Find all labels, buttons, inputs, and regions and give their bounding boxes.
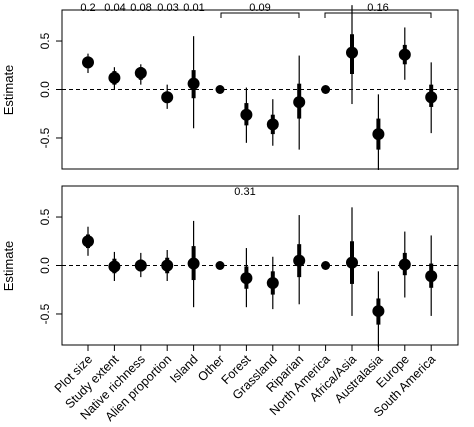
point-estimate	[321, 85, 331, 94]
bottom-y-tick-label: 0.0	[38, 257, 52, 274]
top-estimate-grassland	[266, 99, 279, 146]
category-label-island: Island	[167, 352, 201, 386]
point-estimate	[266, 118, 279, 131]
bottom-y-tick-label: 0.5	[38, 208, 52, 225]
point-estimate	[346, 46, 358, 59]
point-estimate	[215, 261, 225, 270]
bottom-estimate-study-extent	[108, 251, 121, 282]
bottom-estimate-grassland	[266, 256, 279, 310]
bottom-y-axis-title: Estimate	[1, 241, 16, 292]
annotation-study-extent: 0.04	[104, 2, 125, 14]
point-estimate	[82, 235, 94, 248]
bottom-plot-frame	[61, 185, 459, 346]
point-estimate	[187, 77, 200, 90]
point-estimate	[161, 91, 174, 104]
bottom-estimate-plot-size	[82, 226, 94, 256]
annotation-region-group: 0.16	[367, 2, 388, 14]
point-estimate	[398, 258, 411, 271]
point-estimate	[187, 257, 200, 270]
bottom-estimate-australasia	[372, 271, 385, 347]
point-estimate	[372, 305, 385, 318]
point-estimate	[215, 85, 225, 94]
bottom-estimate-forest	[240, 248, 253, 308]
point-estimate	[425, 91, 438, 104]
bottom-estimate-riparian	[293, 215, 306, 305]
top-plot-frame	[61, 9, 459, 170]
top-estimate-native-richness	[134, 64, 147, 85]
point-estimate	[82, 56, 94, 69]
annotation-habitat-group: 0.09	[249, 2, 270, 14]
point-estimate	[240, 108, 253, 121]
bottom-estimate-alien-proportion	[161, 249, 174, 282]
top-y-tick-label: 0.5	[38, 32, 52, 49]
bracket-habitat	[220, 12, 300, 18]
bottom-estimate-native-richness	[134, 252, 147, 278]
top-estimate-island	[187, 36, 200, 129]
bottom-estimate-north-america	[321, 261, 331, 270]
panel-top: -0.5 0.0 0.5 Estimate 0.2 0.04 0.08 0.03 0…	[1, 2, 459, 170]
top-estimate-study-extent	[108, 67, 121, 90]
bottom-estimate-africa-asia	[346, 207, 358, 316]
top-estimate-alien-proportion	[161, 84, 174, 109]
point-estimate	[108, 71, 121, 84]
point-estimate	[108, 260, 121, 273]
top-y-tick-label: 0.0	[38, 81, 52, 98]
top-estimate-other	[215, 85, 225, 94]
panel-bottom: -0.5 0.0 0.5 Estimate 0.31	[1, 185, 459, 347]
top-estimate-europe	[398, 27, 411, 80]
point-estimate	[134, 259, 147, 272]
top-estimates	[62, 5, 458, 170]
bottom-annotation: 0.31	[234, 186, 255, 198]
bottom-estimates	[62, 207, 458, 347]
top-y-tick-label: -0.5	[38, 127, 52, 148]
bottom-y-axis: -0.5 0.0 0.5	[38, 208, 62, 324]
top-estimate-forest	[240, 87, 253, 143]
bottom-estimate-island	[187, 220, 200, 308]
point-estimate	[321, 261, 331, 270]
top-estimate-plot-size	[82, 53, 94, 74]
point-estimate	[161, 259, 174, 272]
point-estimate	[372, 128, 385, 141]
top-y-axis-title: Estimate	[1, 65, 16, 116]
top-estimate-africa-asia	[346, 5, 358, 105]
bracket-region	[324, 12, 432, 18]
bottom-y-tick-label: -0.5	[38, 303, 52, 324]
bottom-estimate-other	[215, 261, 225, 270]
annotation-native-richness: 0.08	[130, 2, 151, 14]
bottom-estimate-south-america	[425, 235, 438, 316]
top-estimate-north-america	[321, 85, 331, 94]
top-estimate-south-america	[425, 62, 438, 134]
point-estimate	[293, 254, 306, 267]
top-annotations: 0.2 0.04 0.08 0.03 0.01 0.09 0.16	[80, 2, 432, 18]
point-estimate	[398, 48, 411, 61]
point-estimate	[134, 67, 147, 80]
annotation-alien-proportion: 0.03	[157, 2, 178, 14]
top-estimate-australasia	[372, 94, 385, 170]
top-estimate-riparian	[293, 55, 306, 150]
point-estimate	[346, 256, 358, 269]
annotation-plot-size: 0.2	[80, 2, 95, 14]
point-estimate	[425, 270, 438, 283]
point-estimate	[240, 272, 253, 285]
annotation-island: 0.01	[183, 2, 204, 14]
top-y-axis: -0.5 0.0 0.5	[38, 32, 62, 148]
point-estimate	[293, 96, 306, 109]
bottom-estimate-europe	[398, 231, 411, 298]
point-estimate	[266, 276, 279, 289]
